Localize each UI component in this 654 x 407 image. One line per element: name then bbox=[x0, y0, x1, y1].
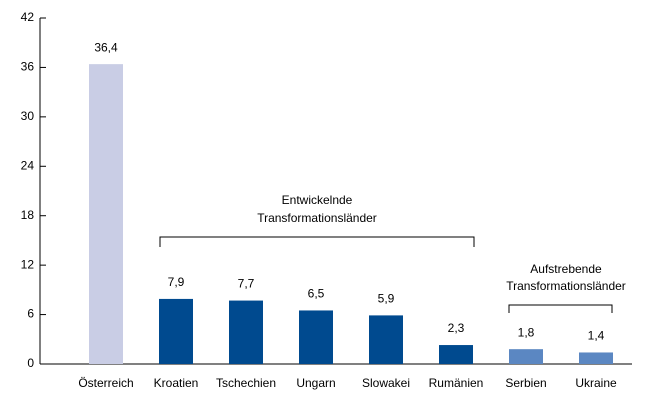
value-label: 6,5 bbox=[308, 287, 325, 301]
y-tick-label: 0 bbox=[27, 356, 34, 370]
x-tick-label: Ungarn bbox=[296, 376, 335, 390]
bar bbox=[159, 298, 193, 364]
y-tick-label: 24 bbox=[21, 158, 35, 172]
value-label: 7,7 bbox=[238, 277, 255, 291]
y-tick-label: 36 bbox=[21, 60, 35, 74]
value-label: 1,8 bbox=[518, 325, 535, 339]
x-tick-label: Kroatien bbox=[154, 376, 199, 390]
value-label: 2,3 bbox=[448, 321, 465, 335]
bar bbox=[229, 300, 263, 364]
annotation: Transformationsländer bbox=[506, 279, 626, 293]
x-tick-label: Österreich bbox=[78, 376, 133, 390]
value-label: 1,4 bbox=[588, 329, 605, 343]
value-label: 7,9 bbox=[168, 275, 185, 289]
bar bbox=[509, 349, 543, 364]
annotation: Entwickelnde bbox=[282, 193, 353, 207]
bar bbox=[579, 352, 613, 364]
y-tick-label: 12 bbox=[21, 257, 35, 271]
x-tick-label: Rumänien bbox=[429, 376, 484, 390]
value-label: 5,9 bbox=[378, 292, 395, 306]
annotation: Transformationsländer bbox=[257, 211, 377, 225]
bar bbox=[89, 64, 123, 364]
x-tick-label: Ukraine bbox=[575, 376, 617, 390]
bar bbox=[369, 315, 403, 364]
x-tick-label: Tschechien bbox=[216, 376, 276, 390]
y-tick-label: 18 bbox=[21, 208, 35, 222]
x-tick-label: Slowakei bbox=[362, 376, 410, 390]
bar bbox=[299, 310, 333, 364]
x-tick-label: Serbien bbox=[505, 376, 546, 390]
annotation: Aufstrebende bbox=[530, 262, 602, 276]
y-tick-label: 42 bbox=[21, 10, 35, 24]
y-tick-label: 6 bbox=[27, 307, 34, 321]
bracket bbox=[508, 304, 613, 313]
y-tick-label: 30 bbox=[21, 109, 35, 123]
bar bbox=[439, 345, 473, 364]
value-label: 36,4 bbox=[94, 40, 118, 54]
bracket bbox=[159, 236, 475, 247]
